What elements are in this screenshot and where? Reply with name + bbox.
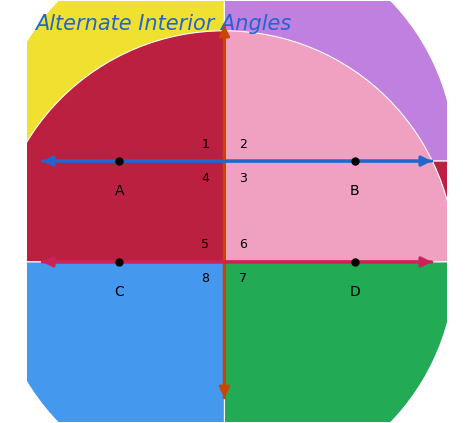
Wedge shape [224,31,456,262]
Text: 6: 6 [239,239,247,251]
Text: 1: 1 [201,137,210,151]
Wedge shape [224,262,456,423]
Text: B: B [350,184,359,198]
Text: 8: 8 [201,272,210,286]
Text: 3: 3 [239,172,247,184]
Text: 4: 4 [201,172,210,184]
Wedge shape [224,161,456,392]
Text: 7: 7 [239,272,247,286]
Text: A: A [115,184,124,198]
Text: D: D [349,285,360,299]
Text: 2: 2 [239,137,247,151]
Wedge shape [0,262,224,423]
Wedge shape [0,0,224,161]
Text: Alternate Interior Angles: Alternate Interior Angles [35,14,292,34]
Text: 5: 5 [201,239,210,251]
Wedge shape [0,161,224,392]
Wedge shape [0,31,224,262]
Wedge shape [224,0,456,161]
Text: C: C [114,285,124,299]
